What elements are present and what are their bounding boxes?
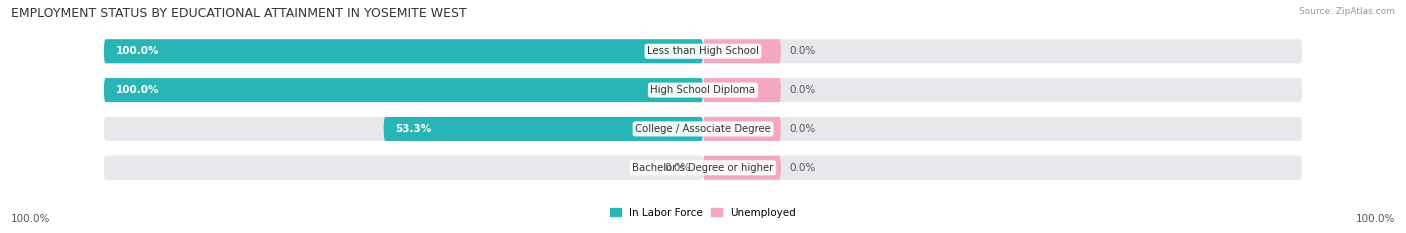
FancyBboxPatch shape: [104, 117, 703, 141]
FancyBboxPatch shape: [384, 117, 703, 141]
Text: Source: ZipAtlas.com: Source: ZipAtlas.com: [1299, 7, 1395, 16]
Text: 100.0%: 100.0%: [115, 46, 159, 56]
FancyBboxPatch shape: [104, 156, 703, 180]
FancyBboxPatch shape: [104, 78, 703, 102]
Text: 100.0%: 100.0%: [11, 214, 51, 224]
Text: EMPLOYMENT STATUS BY EDUCATIONAL ATTAINMENT IN YOSEMITE WEST: EMPLOYMENT STATUS BY EDUCATIONAL ATTAINM…: [11, 7, 467, 20]
Text: 100.0%: 100.0%: [1355, 214, 1395, 224]
Legend: In Labor Force, Unemployed: In Labor Force, Unemployed: [606, 203, 800, 222]
Text: High School Diploma: High School Diploma: [651, 85, 755, 95]
Text: Bachelor's Degree or higher: Bachelor's Degree or higher: [633, 163, 773, 173]
Text: 100.0%: 100.0%: [115, 85, 159, 95]
Text: 0.0%: 0.0%: [790, 46, 815, 56]
Text: 0.0%: 0.0%: [665, 163, 690, 173]
Text: 0.0%: 0.0%: [790, 85, 815, 95]
FancyBboxPatch shape: [703, 78, 780, 102]
Text: 53.3%: 53.3%: [395, 124, 432, 134]
FancyBboxPatch shape: [703, 156, 780, 180]
FancyBboxPatch shape: [703, 39, 780, 63]
FancyBboxPatch shape: [703, 156, 1302, 180]
Text: 0.0%: 0.0%: [790, 163, 815, 173]
Text: 0.0%: 0.0%: [790, 124, 815, 134]
FancyBboxPatch shape: [104, 78, 703, 102]
FancyBboxPatch shape: [703, 117, 1302, 141]
FancyBboxPatch shape: [703, 78, 1302, 102]
Text: College / Associate Degree: College / Associate Degree: [636, 124, 770, 134]
Text: Less than High School: Less than High School: [647, 46, 759, 56]
FancyBboxPatch shape: [104, 39, 703, 63]
FancyBboxPatch shape: [703, 117, 780, 141]
FancyBboxPatch shape: [703, 39, 1302, 63]
FancyBboxPatch shape: [104, 39, 703, 63]
